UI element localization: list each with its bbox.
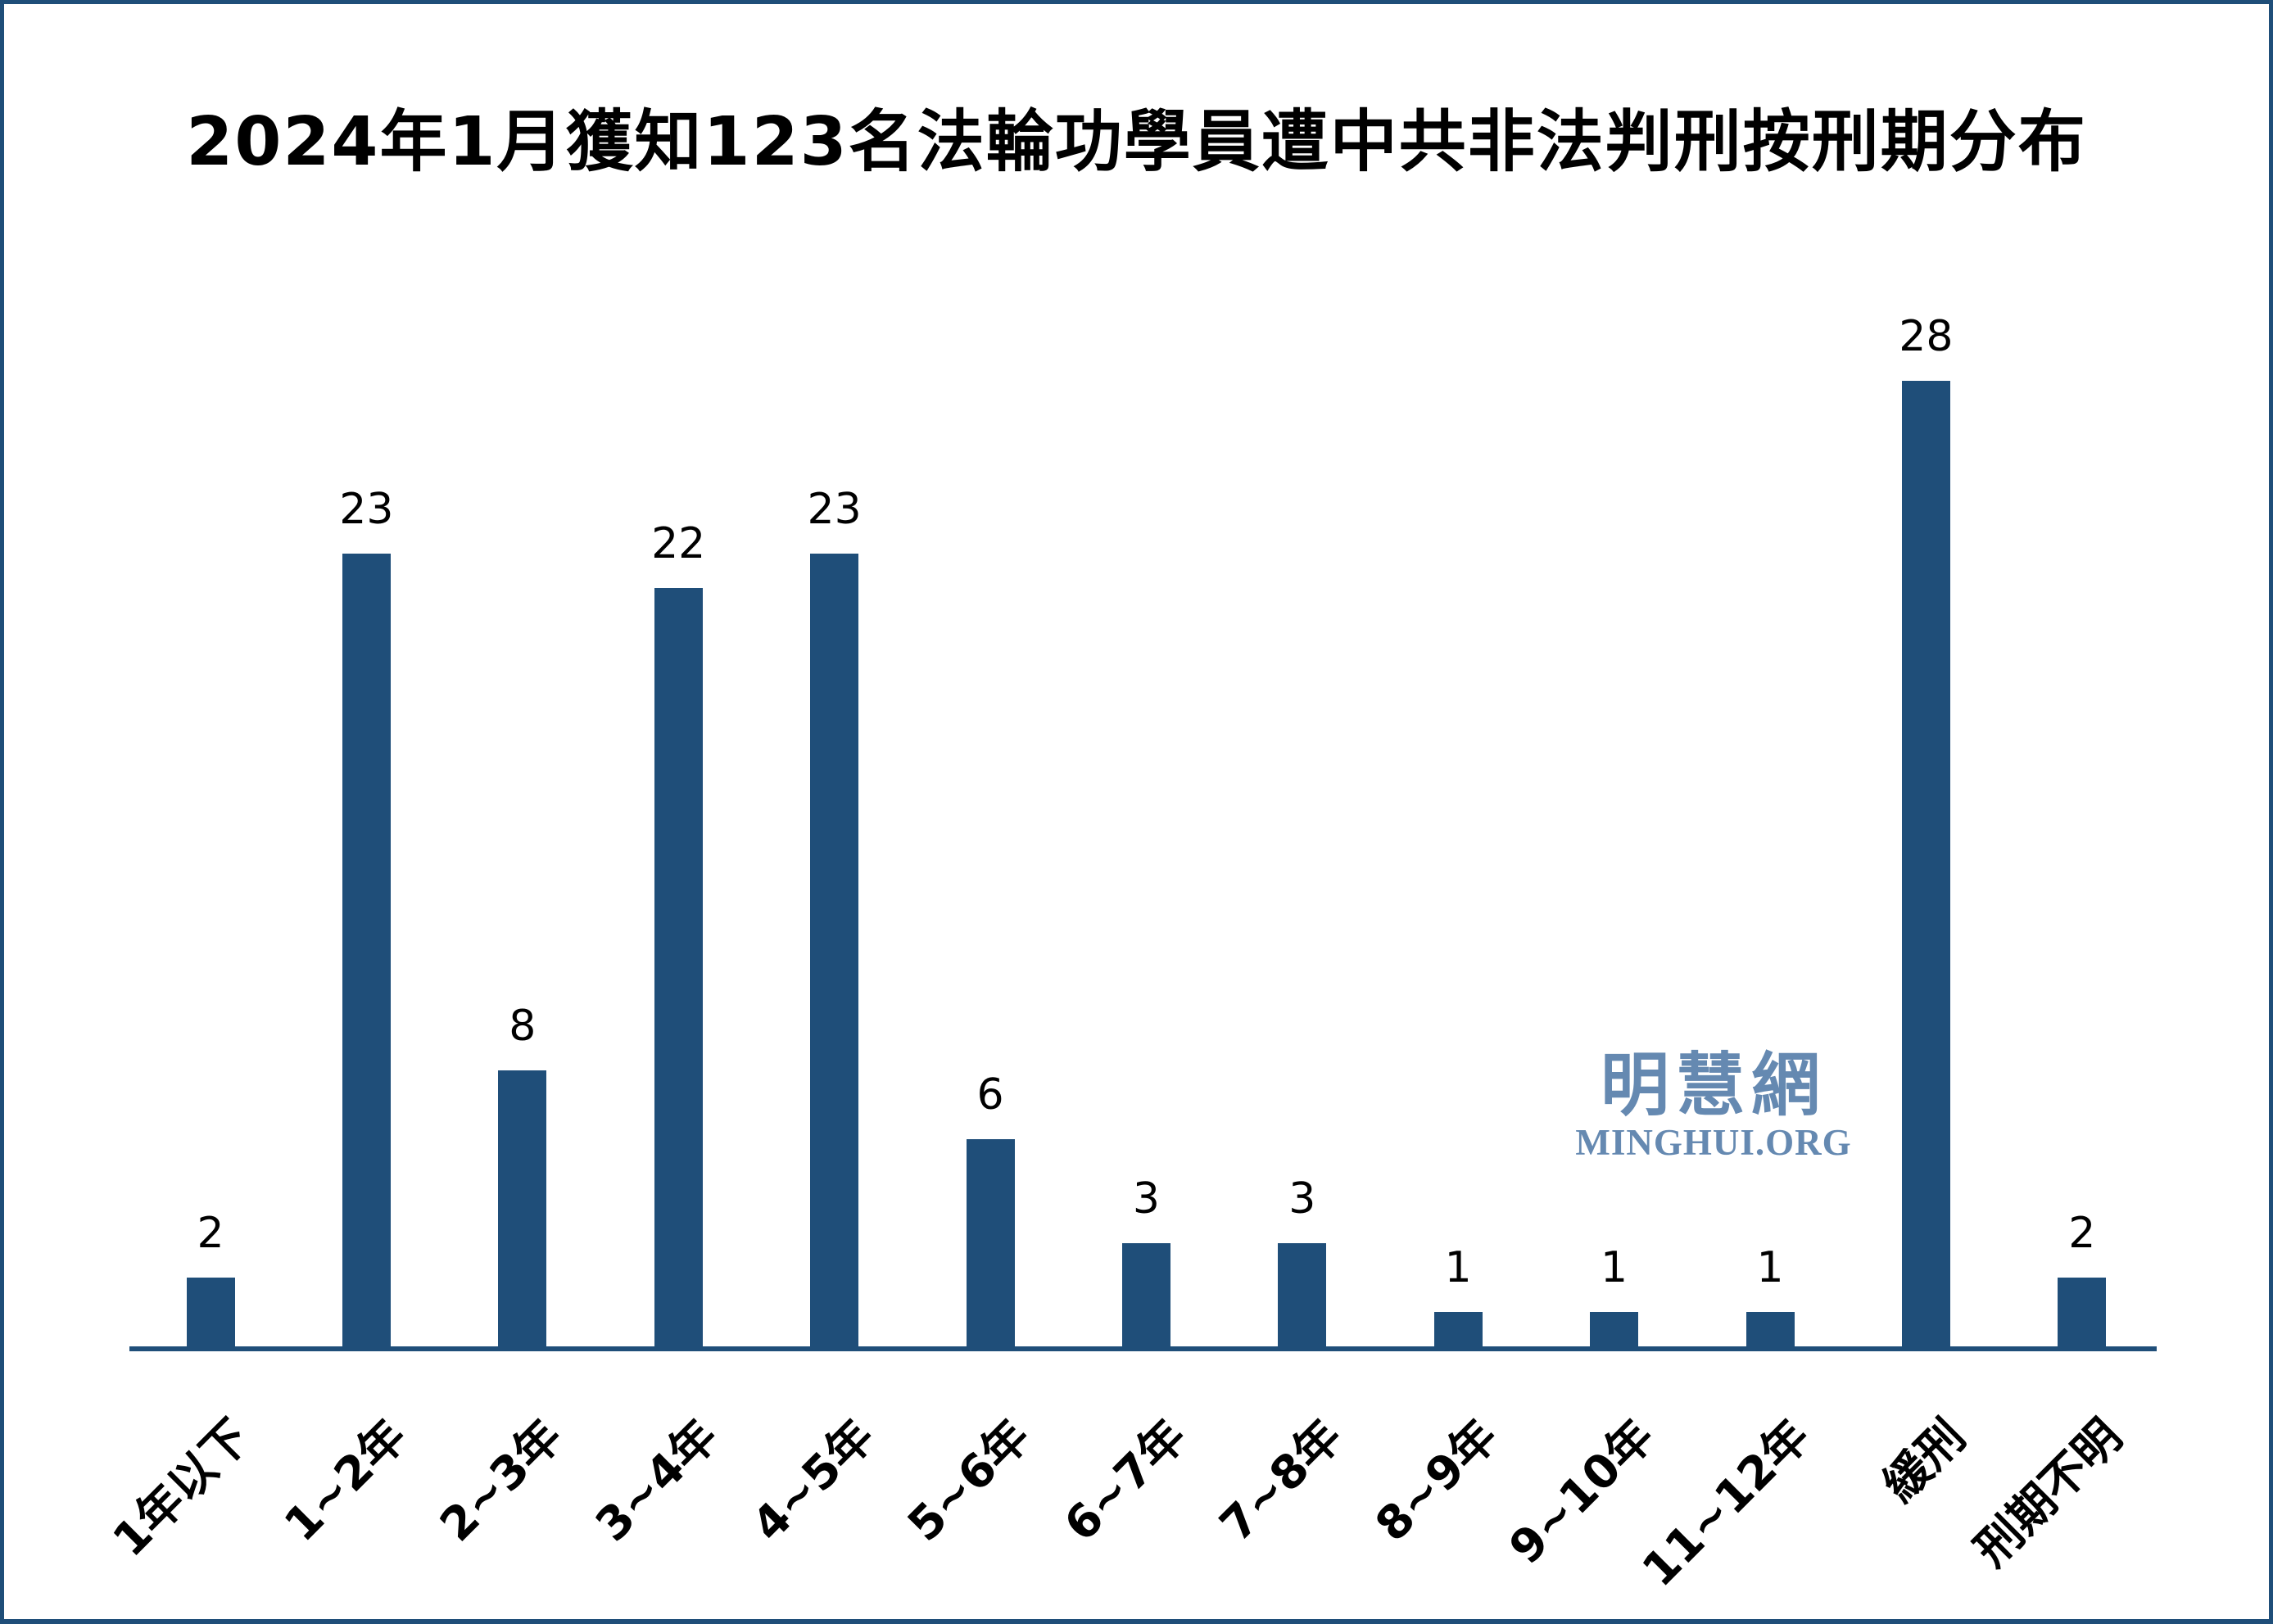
bar <box>1590 1312 1639 1346</box>
x-tick-label: 6~7年 <box>1053 1409 1197 1553</box>
x-tick-label: 3~4年 <box>586 1409 729 1553</box>
bar <box>2058 1278 2107 1346</box>
bar <box>1278 1243 1327 1346</box>
x-tick-label: 5~6年 <box>898 1409 1041 1553</box>
bar-value-label: 23 <box>807 485 862 534</box>
x-tick-label: 刑期不明 <box>1964 1409 2132 1577</box>
chart-title: 2024年1月獲知123名法輪功學員遭中共非法判刑按刑期分布 <box>186 103 2087 181</box>
bar-value-label: 6 <box>976 1070 1004 1120</box>
bar-value-label: 23 <box>339 485 394 534</box>
watermark-chinese-text: 明慧網 <box>1600 1045 1827 1125</box>
bar <box>1746 1312 1795 1346</box>
bar <box>1121 1243 1170 1346</box>
bar-value-label: 22 <box>651 519 706 568</box>
bar-value-label: 8 <box>509 1002 537 1051</box>
x-tick-label: 1年以下 <box>102 1409 261 1567</box>
bar-value-label: 1 <box>1601 1243 1628 1292</box>
bar <box>810 554 859 1346</box>
bar <box>1901 381 1950 1346</box>
x-tick-label: 8~9年 <box>1365 1409 1509 1553</box>
x-tick-label: 緩刑 <box>1873 1409 1976 1513</box>
bar <box>186 1278 235 1346</box>
x-axis-line <box>129 1346 2157 1351</box>
bar-value-label: 1 <box>1444 1243 1472 1292</box>
watermark-english-text: MINGHUI.ORG <box>1575 1122 1852 1163</box>
bar <box>498 1070 547 1346</box>
x-tick-label: 2~3年 <box>430 1409 573 1553</box>
bar-value-label: 28 <box>1899 312 1954 361</box>
bar <box>654 588 703 1346</box>
bar-value-label: 3 <box>1288 1174 1316 1224</box>
bar-value-label: 2 <box>2068 1209 2096 1258</box>
bar <box>966 1139 1015 1346</box>
minghui-watermark: 明慧網 MINGHUI.ORG <box>1562 1051 1865 1161</box>
x-tick-label: 1~2年 <box>274 1409 417 1553</box>
x-tick-label: 7~8年 <box>1210 1409 1352 1553</box>
bar-value-label: 2 <box>197 1209 224 1258</box>
bar-value-label: 1 <box>1756 1243 1784 1292</box>
bar <box>342 554 391 1346</box>
x-tick-label: 4~5年 <box>741 1409 885 1553</box>
bar <box>1433 1312 1483 1346</box>
bar-value-label: 3 <box>1132 1174 1160 1224</box>
x-tick-label: 11~12年 <box>1632 1409 1821 1598</box>
